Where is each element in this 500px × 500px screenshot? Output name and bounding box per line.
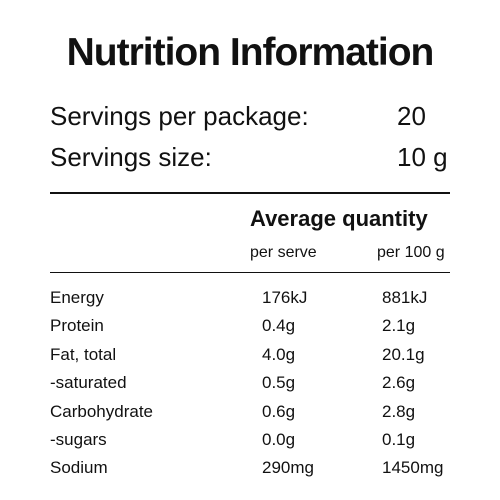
divider-header xyxy=(50,272,450,273)
serving-size-value: 10 g xyxy=(397,142,448,172)
per-serve-value: 176kJ xyxy=(262,288,308,307)
nutrient-table: Energy 176kJ 881kJ Protein 0.4g 2.1g Fat… xyxy=(0,284,500,483)
per-100g-value: 2.6g xyxy=(382,373,416,393)
table-row: Fat, total 4.0g 20.1g xyxy=(0,341,500,369)
table-row: -sugars 0.0g 0.1g xyxy=(0,426,500,454)
servings-per-package-label: Servings per package: xyxy=(50,101,309,131)
nutrient-name: Energy xyxy=(50,288,104,307)
per-100g-value: 1450mg xyxy=(382,458,444,478)
average-quantity-heading: Average quantity xyxy=(250,206,428,231)
column-header-per-100g: per 100 g xyxy=(377,244,445,261)
nutrient-name: Protein xyxy=(50,316,104,336)
per-100g-value: 0.1g xyxy=(382,429,416,449)
per-serve-value: 0.5g xyxy=(262,373,296,393)
table-row: Protein 0.4g 2.1g xyxy=(0,312,500,340)
nutrient-name: Carbohydrate xyxy=(50,401,154,421)
table-row: Sodium 290mg 1450mg xyxy=(0,454,500,482)
servings-per-package-value: 20 xyxy=(397,101,426,131)
per-100g-value: 2.1g xyxy=(382,316,416,336)
per-serve-value: 0.4g xyxy=(262,316,296,336)
nutrient-name: Sodium xyxy=(50,458,108,478)
per-serve-value: 4.0g xyxy=(262,344,296,364)
per-serve-value: 0.6g xyxy=(262,401,296,421)
per-100g-value: 881kJ xyxy=(382,288,428,307)
per-100g-value: 2.8g xyxy=(382,401,416,421)
per-serve-value: 0.0g xyxy=(262,429,296,449)
table-row: Carbohydrate 0.6g 2.8g xyxy=(0,398,500,426)
page-title: Nutrition Information xyxy=(66,31,435,74)
per-100g-value: 20.1g xyxy=(382,344,425,364)
nutrient-name: Fat, total xyxy=(50,344,117,364)
nutrient-name: -sugars xyxy=(50,429,107,449)
table-row: -saturated 0.5g 2.6g xyxy=(0,369,500,397)
per-serve-value: 290mg xyxy=(262,458,314,478)
serving-size-label: Servings size: xyxy=(50,142,212,172)
nutrient-name: -saturated xyxy=(50,373,127,393)
divider-top xyxy=(50,192,450,194)
table-row: Energy 176kJ 881kJ xyxy=(0,284,500,312)
column-header-per-serve: per serve xyxy=(250,244,317,261)
